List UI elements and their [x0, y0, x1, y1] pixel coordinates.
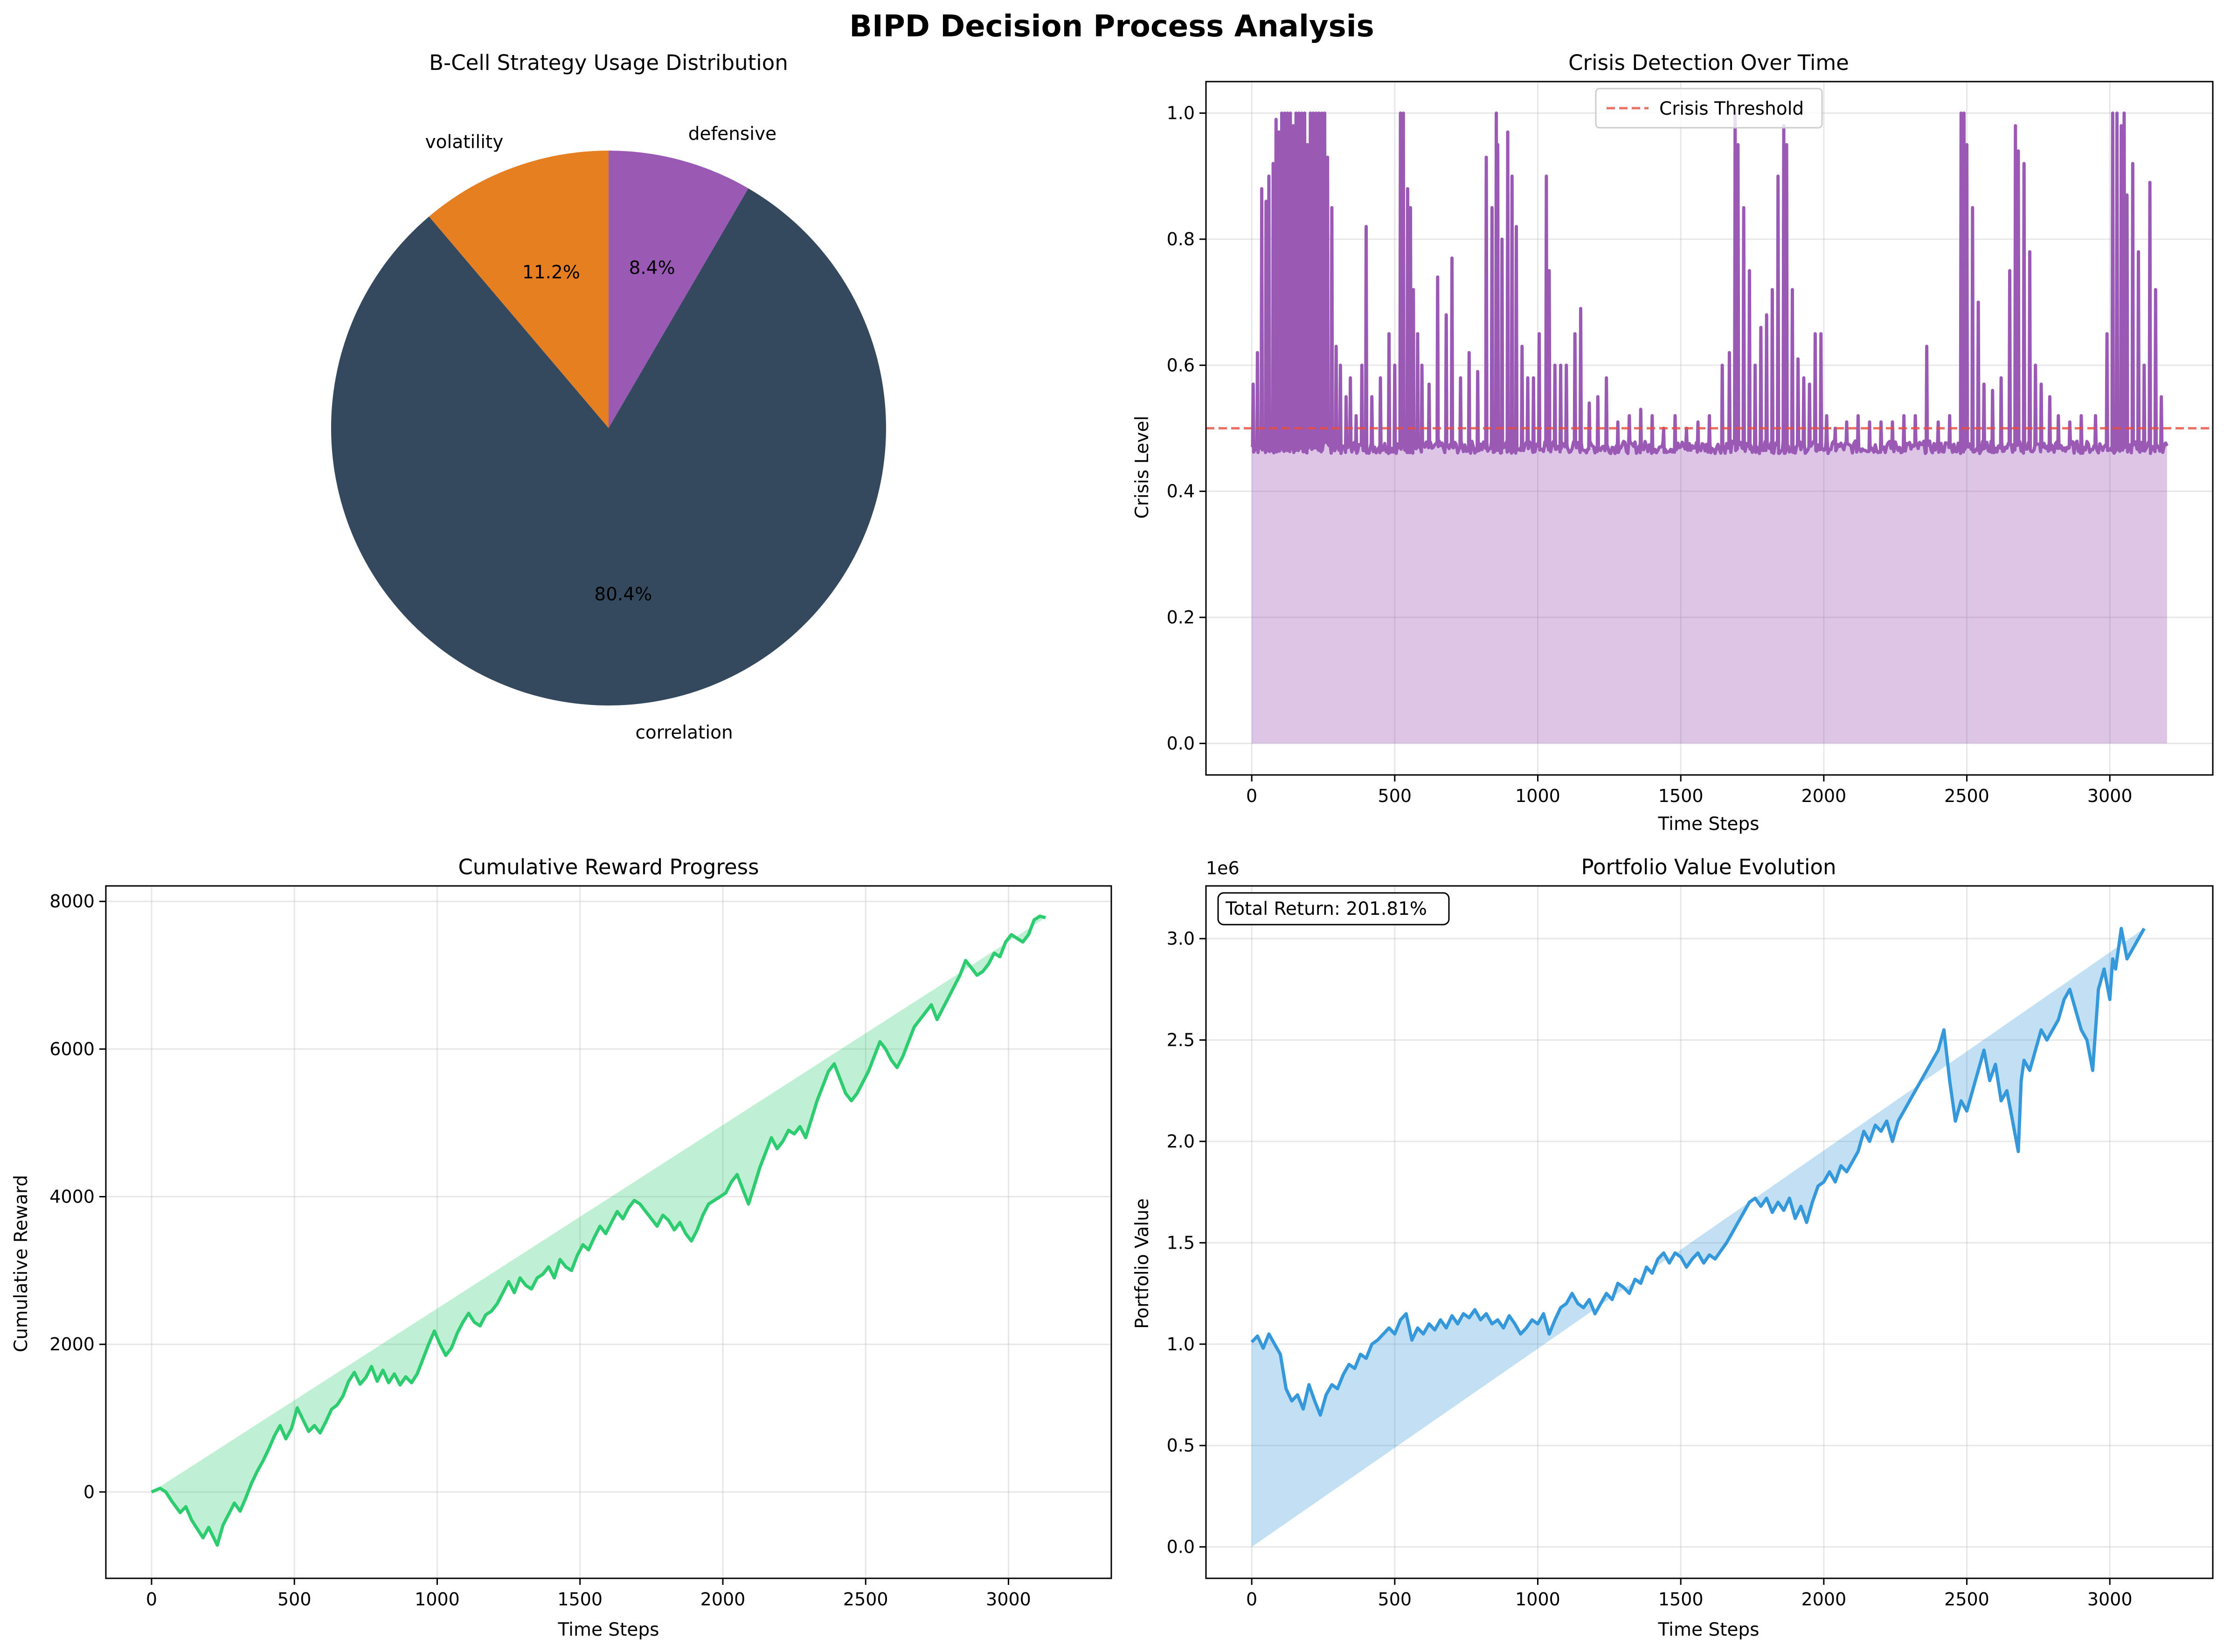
portfolio-axes: 0 500 1000 1500 2000 2500 3000 0.0 0.5 1.0 1.5 2.0 2…	[1167, 885, 2214, 1610]
reward-chart-title: Cumulative Reward Progress	[458, 855, 759, 879]
pie-pct-correlation: 80.4%	[594, 584, 652, 605]
reward-xtick-label: 1000	[415, 1589, 460, 1610]
portfolio-xtick-label: 3000	[2087, 1589, 2133, 1610]
crisis-series-line	[1250, 111, 2169, 456]
reward-ytick-label: 0	[83, 1482, 95, 1502]
reward-ytick-label: 6000	[49, 1039, 95, 1059]
portfolio-x-axis-label: Time Steps	[1658, 1619, 1760, 1640]
portfolio-series-line	[1250, 926, 2146, 1417]
portfolio-chart-panel: Portfolio Value Evolution 0 500 1000 1500 20…	[1132, 855, 2214, 1640]
portfolio-ytick-label: 1.5	[1167, 1232, 1195, 1253]
total-return-annotation: Total Return: 201.81%	[1217, 892, 1450, 926]
reward-series-line	[151, 914, 1046, 1547]
portfolio-xtick-label: 2000	[1801, 1589, 1846, 1610]
crisis-xtick-label: 500	[1378, 786, 1412, 806]
portfolio-xtick-label: 1500	[1658, 1589, 1704, 1610]
pie-chart-title: B-Cell Strategy Usage Distribution	[429, 50, 788, 75]
reward-ytick-label: 2000	[49, 1334, 95, 1355]
pie-pct-volatility: 11.2%	[522, 262, 580, 283]
legend-box	[1595, 88, 1823, 129]
crisis-x-axis-label: Time Steps	[1658, 814, 1760, 835]
portfolio-ytick-label: 3.0	[1167, 928, 1195, 949]
reward-y-axis-label: Cumulative Reward	[11, 1175, 32, 1352]
reward-xtick-label: 3000	[986, 1589, 1031, 1610]
crisis-xtick-label: 2000	[1801, 786, 1846, 806]
crisis-chart-title: Crisis Detection Over Time	[1568, 50, 1849, 75]
portfolio-plot-area	[1250, 926, 2146, 1547]
portfolio-ytick-label: 0.0	[1167, 1537, 1195, 1557]
portfolio-ytick-label: 1.0	[1167, 1334, 1195, 1355]
crisis-frame	[1205, 81, 2214, 776]
reward-gridlines	[106, 886, 1111, 1578]
portfolio-y-offset-text: 1e6	[1206, 858, 1240, 878]
crisis-ytick-label: 0.6	[1167, 355, 1195, 375]
crisis-xtick-label: 2500	[1944, 786, 1989, 806]
legend-threshold-label: Crisis Threshold	[1659, 98, 1804, 119]
pie-chart-panel: B-Cell Strategy Usage Distribution defen…	[331, 50, 886, 743]
crisis-ytick-label: 0.2	[1167, 607, 1195, 628]
portfolio-xtick-label: 2500	[1944, 1589, 1989, 1610]
crisis-xtick-label: 1000	[1515, 786, 1560, 806]
pie-slices	[331, 151, 886, 705]
portfolio-xtick-label: 0	[1246, 1589, 1257, 1610]
pie-label-volatility: volatility	[425, 132, 504, 153]
reward-ytick-label: 4000	[49, 1187, 95, 1207]
reward-xtick-label: 0	[146, 1589, 157, 1610]
pie-label-correlation: correlation	[635, 722, 733, 743]
reward-ytick-label: 8000	[49, 891, 95, 912]
annotation-box	[1217, 892, 1450, 926]
pie-slice-volatility	[429, 151, 609, 428]
crisis-ytick-label: 0.0	[1167, 733, 1195, 753]
reward-xtick-label: 2500	[843, 1589, 888, 1610]
reward-plot-area	[151, 914, 1046, 1547]
figure-title: BIPD Decision Process Analysis	[849, 9, 1374, 44]
reward-chart-panel: Cumulative Reward Progress 0 500 1000 1500 2…	[11, 855, 1112, 1640]
portfolio-area-fill	[1252, 928, 2144, 1547]
crisis-ytick-label: 1.0	[1167, 103, 1195, 124]
pie-labels: defensive 8.4% correlation 80.4% volatility 1…	[425, 124, 777, 743]
crisis-legend: Crisis Threshold	[1595, 88, 1823, 129]
reward-area-fill	[152, 916, 1046, 1545]
annotation-text: Total Return: 201.81%	[1225, 899, 1427, 919]
pie-pct-defensive: 8.4%	[629, 257, 675, 278]
portfolio-ytick-label: 2.0	[1167, 1131, 1195, 1152]
crisis-xtick-label: 1500	[1658, 786, 1704, 806]
portfolio-xtick-label: 1000	[1515, 1589, 1560, 1610]
reward-axes: 0 500 1000 1500 2000 2500 3000 0 2000 4000 6000 800…	[49, 885, 1112, 1610]
portfolio-chart-title: Portfolio Value Evolution	[1581, 855, 1836, 879]
crisis-ytick-label: 0.8	[1167, 229, 1195, 249]
crisis-y-axis-label: Crisis Level	[1132, 416, 1153, 519]
reward-xtick-label: 500	[277, 1589, 312, 1610]
reward-x-axis-label: Time Steps	[558, 1619, 659, 1640]
crisis-ytick-label: 0.4	[1167, 481, 1195, 502]
portfolio-ytick-label: 0.5	[1167, 1435, 1195, 1456]
reward-frame	[105, 885, 1112, 1579]
crisis-plot-area	[1206, 111, 2213, 744]
crisis-axes: 0 500 1000 1500 2000 2500 3000 0.0 0.2 0.4 0.6 0.8 1…	[1167, 81, 2214, 806]
pie-label-defensive: defensive	[688, 124, 776, 145]
portfolio-xtick-label: 500	[1378, 1589, 1412, 1610]
portfolio-frame	[1205, 885, 2214, 1579]
pie-slice-defensive	[609, 151, 748, 428]
reward-xtick-label: 2000	[700, 1589, 746, 1610]
reward-xtick-label: 1500	[557, 1589, 603, 1610]
pie-slice-correlation	[331, 188, 886, 705]
crisis-chart-panel: Crisis Detection Over Time 0 500 1000 1500 2…	[1132, 50, 2214, 835]
crisis-xtick-label: 3000	[2087, 786, 2133, 806]
portfolio-ytick-label: 2.5	[1167, 1030, 1195, 1050]
crisis-xtick-label: 0	[1246, 786, 1257, 806]
portfolio-y-axis-label: Portfolio Value	[1132, 1198, 1153, 1329]
